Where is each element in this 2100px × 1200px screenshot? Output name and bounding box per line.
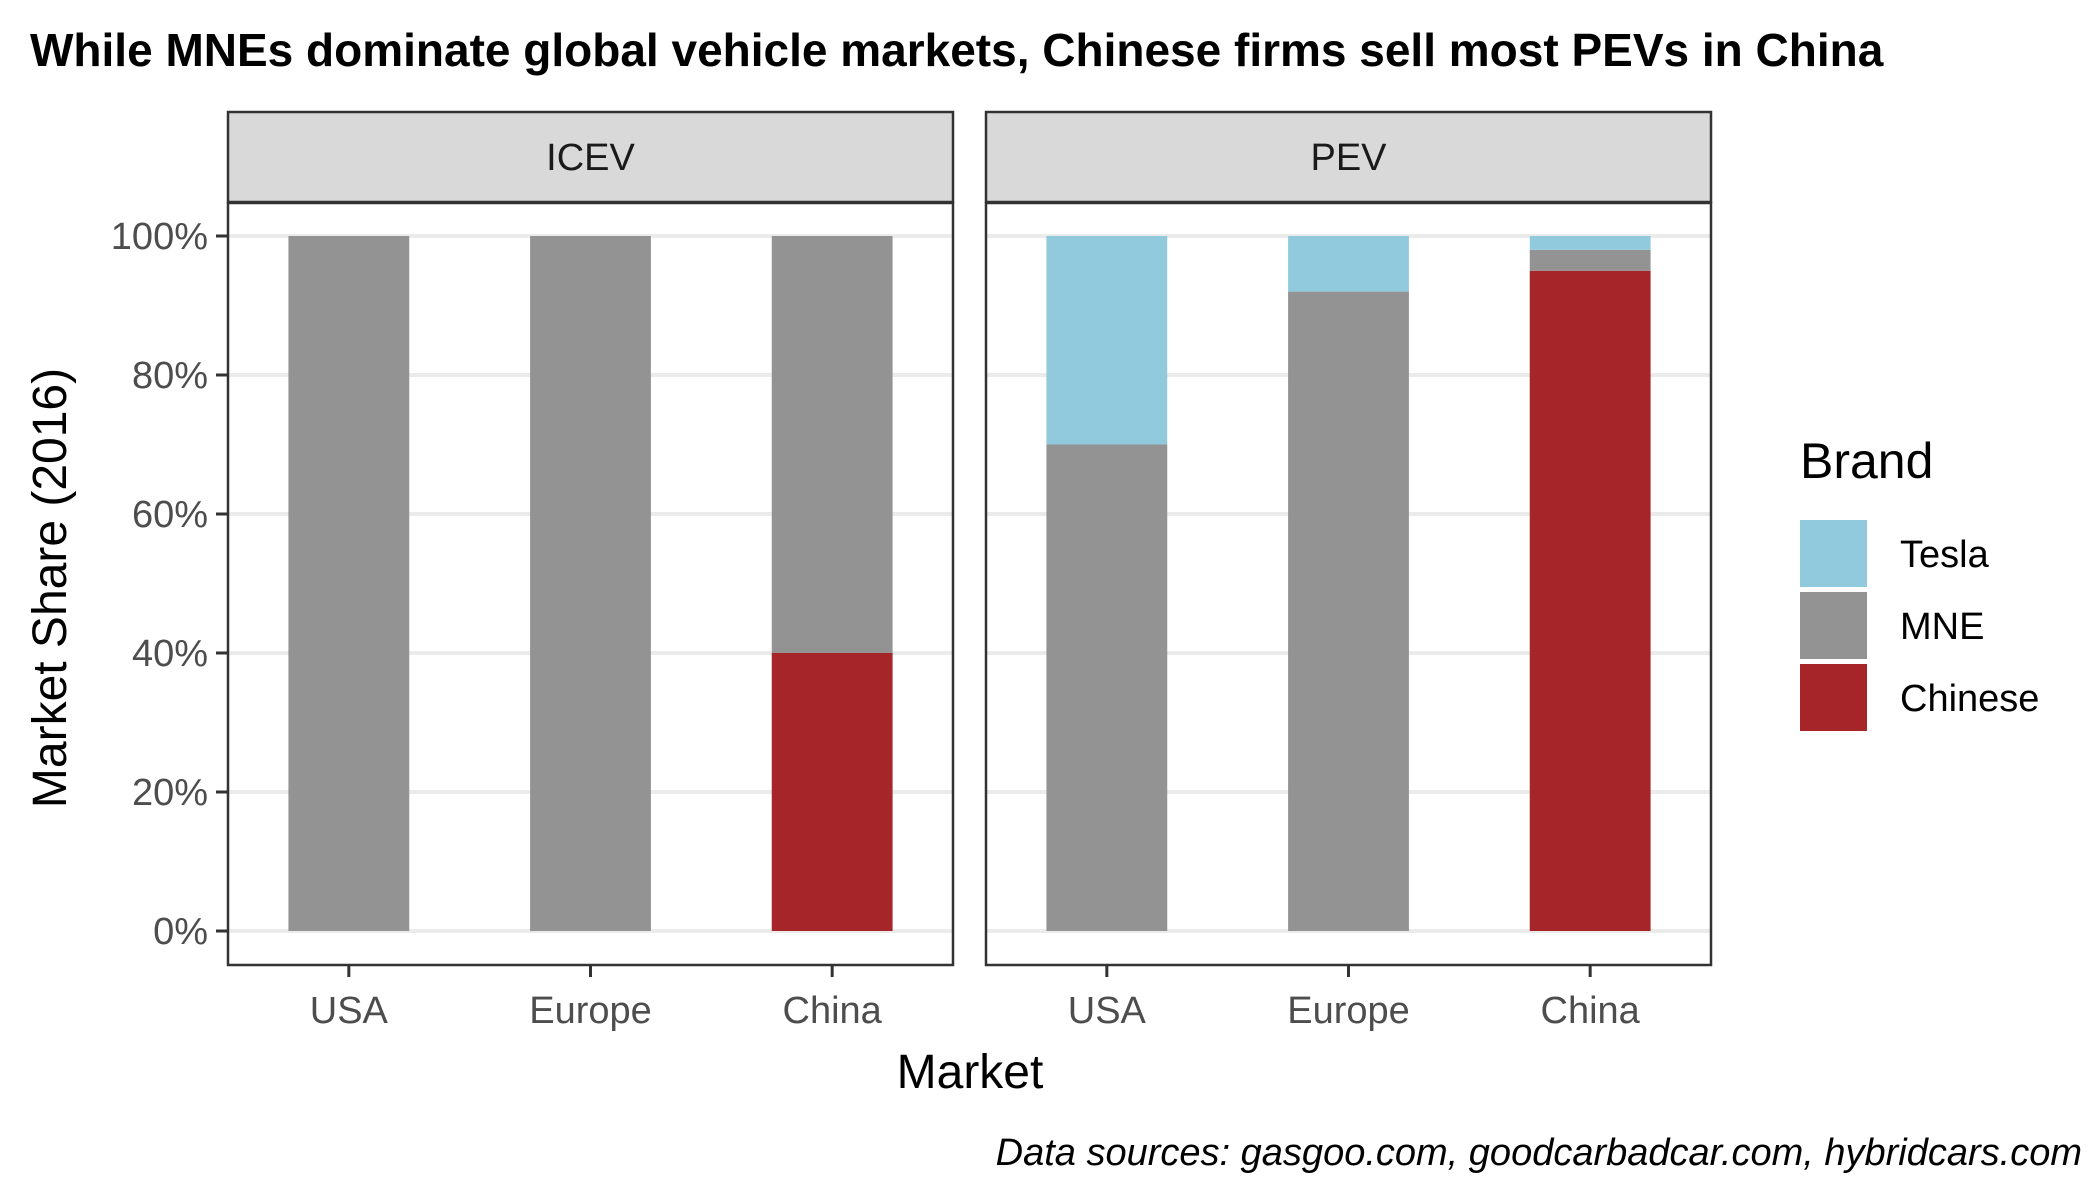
x-tick-label: USA (1068, 990, 1147, 1032)
facet-strip (226, 110, 955, 204)
facet-strip-label: PEV (1310, 137, 1387, 179)
x-axis-title: Market (897, 1046, 1044, 1099)
legend: Brand Tesla MNE Chinese (1800, 433, 2039, 731)
y-axis: 0% 20% 40% 60% 80% 100% (111, 216, 228, 953)
y-tick-label: 100% (111, 216, 208, 258)
y-axis-title: Market Share (2016) (24, 368, 77, 808)
bar-icev-china-chinese (771, 653, 893, 931)
facet-panel-pev: USA Europe China PEV (984, 110, 1713, 1032)
bar-pev-europe-mne (1288, 291, 1409, 932)
legend-title: Brand (1800, 433, 1933, 489)
bar-pev-china-mne (1529, 249, 1651, 271)
legend-label-chinese: Chinese (1900, 678, 2039, 720)
bar-icev-china-mne (771, 236, 893, 653)
y-tick-label: 80% (132, 355, 208, 397)
x-tick-label: Europe (529, 990, 652, 1032)
facet-panel-icev: USA Europe China ICEV (226, 110, 955, 1032)
facet-strip (984, 110, 1713, 204)
caption: Data sources: gasgoo.com, goodcarbadcar.… (996, 1132, 2082, 1174)
x-tick-label: China (783, 990, 883, 1032)
legend-key-tesla (1800, 520, 1867, 587)
y-tick-label: 60% (132, 494, 208, 536)
x-tick-label: Europe (1287, 990, 1410, 1032)
legend-label-tesla: Tesla (1900, 534, 1990, 576)
bar-icev-europe-mne (530, 236, 651, 931)
y-tick-label: 40% (132, 633, 208, 675)
x-tick-label: USA (310, 990, 389, 1032)
legend-key-mne (1800, 592, 1867, 659)
bar-pev-usa-mne (1046, 444, 1168, 931)
bar-icev-usa-mne (288, 236, 410, 931)
legend-key-chinese (1800, 664, 1867, 731)
x-tick-label: China (1541, 990, 1641, 1032)
bar-pev-china-tesla (1529, 236, 1651, 250)
bar-pev-usa-tesla (1046, 236, 1168, 445)
y-tick-label: 20% (132, 772, 208, 814)
bar-pev-europe-tesla (1288, 236, 1409, 292)
bar-pev-china-chinese (1529, 270, 1651, 931)
facet-strip-label: ICEV (546, 137, 635, 179)
y-tick-label: 0% (153, 911, 208, 953)
chart-title: While MNEs dominate global vehicle marke… (30, 24, 1884, 76)
facets: USA Europe China ICEV USA Europe China PEV (226, 110, 1713, 1032)
legend-label-mne: MNE (1900, 606, 1984, 648)
